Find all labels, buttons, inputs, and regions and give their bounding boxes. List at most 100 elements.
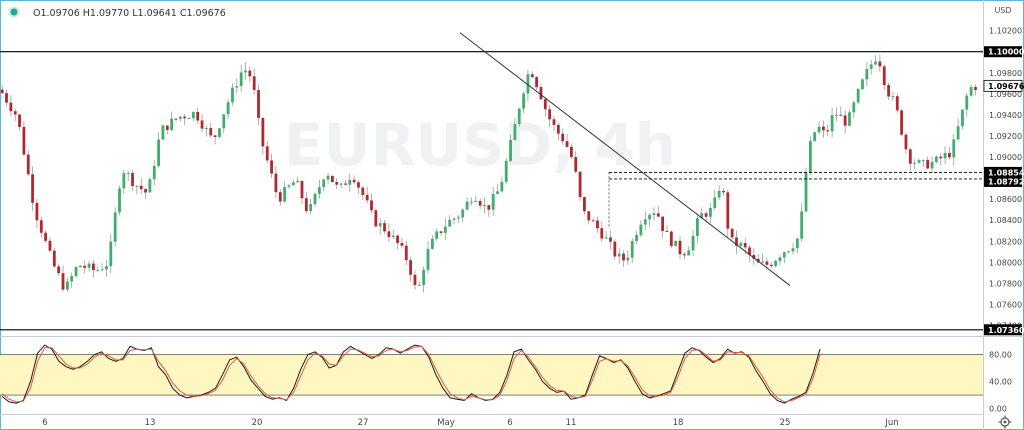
candle-down xyxy=(556,124,560,134)
candle-down xyxy=(31,174,34,203)
candle-up xyxy=(517,108,521,125)
candle-up xyxy=(969,87,973,96)
candle-up xyxy=(695,218,699,236)
candle-down xyxy=(22,126,26,155)
candle-up xyxy=(87,263,91,268)
candle-down xyxy=(261,117,265,147)
candle-down xyxy=(61,273,65,290)
candle-up xyxy=(848,112,851,126)
candle-up xyxy=(504,160,508,182)
candle-up xyxy=(122,173,126,189)
candle-down xyxy=(904,134,908,150)
candle-down xyxy=(722,191,725,193)
candle-up xyxy=(430,238,434,249)
price-levels-layer xyxy=(0,32,983,331)
candle-up xyxy=(700,213,704,219)
candle-down xyxy=(344,183,347,185)
candle-down xyxy=(213,135,217,137)
candle-up xyxy=(643,219,647,225)
candle-up xyxy=(78,265,82,268)
candle-up xyxy=(170,118,174,130)
candle-down xyxy=(826,130,830,132)
candle-up xyxy=(500,181,504,192)
price-tick-label: 1.08200 xyxy=(989,237,1022,246)
candle-up xyxy=(921,159,925,161)
price-tag xyxy=(984,175,1022,187)
candle-up xyxy=(283,186,287,202)
candle-up xyxy=(218,128,221,137)
candle-down xyxy=(939,156,943,159)
candle-up xyxy=(782,252,786,258)
trendline[interactable] xyxy=(459,32,791,286)
candle-up xyxy=(513,124,517,141)
candle-down xyxy=(895,96,899,111)
candle-up xyxy=(178,116,182,119)
candle-down xyxy=(908,149,912,164)
candle-down xyxy=(843,115,847,126)
candle-down xyxy=(535,77,539,88)
candle-up xyxy=(152,165,156,180)
candle-down xyxy=(278,192,282,202)
candle-down xyxy=(882,66,886,86)
price-tag xyxy=(984,46,1022,58)
price-tick-label: 1.08400 xyxy=(989,216,1022,225)
candle-down xyxy=(822,126,825,131)
price-axis: 1.10200 1.09800 1.09600 1.09400 1.09200 1.090… xyxy=(983,27,1024,414)
candle-down xyxy=(165,125,169,130)
candle-up xyxy=(309,204,313,212)
candle-down xyxy=(387,231,391,237)
price-tick-label: 1.07800 xyxy=(989,279,1022,288)
candle-down xyxy=(57,266,61,274)
candle-down xyxy=(669,231,673,246)
candle-up xyxy=(187,118,191,120)
price-tick-label: 1.08000 xyxy=(989,258,1022,267)
time-tick-label: 18 xyxy=(673,418,684,428)
candle-down xyxy=(252,76,256,91)
candle-up xyxy=(961,109,964,127)
candle-down xyxy=(361,187,365,195)
candle-up xyxy=(813,132,817,141)
candle-up xyxy=(509,140,512,161)
candle-up xyxy=(465,201,469,210)
candle-down xyxy=(543,99,547,110)
candle-down xyxy=(265,146,269,161)
settings-gear-icon[interactable] xyxy=(998,415,1012,429)
candle-up xyxy=(835,114,838,116)
candle-down xyxy=(209,128,213,136)
candle-up xyxy=(674,240,678,246)
candle-up xyxy=(391,235,395,237)
candle-down xyxy=(374,210,378,227)
candle-up xyxy=(244,70,247,73)
candle-up xyxy=(717,191,721,198)
candle-down xyxy=(487,205,491,210)
candle-up xyxy=(869,64,873,69)
candle-up xyxy=(452,218,456,220)
candle-up xyxy=(483,205,486,207)
candle-down xyxy=(769,264,773,267)
candle-down xyxy=(0,89,4,94)
candle-down xyxy=(35,202,39,221)
candle-down xyxy=(404,245,408,261)
candle-up xyxy=(943,152,947,159)
candle-down xyxy=(400,243,404,246)
price-tick-label: 1.07600 xyxy=(989,301,1022,310)
candle-down xyxy=(396,235,399,244)
candle-down xyxy=(743,242,747,248)
candle-up xyxy=(604,237,608,239)
candle-down xyxy=(352,179,356,183)
candle-down xyxy=(656,213,660,217)
price-tag-label: 1.10000 xyxy=(988,48,1024,57)
candle-up xyxy=(830,115,834,132)
symbol-status-icon[interactable] xyxy=(8,6,20,18)
candle-up xyxy=(817,126,821,133)
candle-down xyxy=(13,111,17,115)
candle-down xyxy=(270,160,273,174)
candle-down xyxy=(948,152,951,158)
time-axis: 6 13 20 27 May 6 11 18 25 Jun xyxy=(42,418,898,428)
candle-down xyxy=(574,157,578,172)
candle-down xyxy=(569,146,573,158)
price-tag-label: 1.09676 xyxy=(988,82,1024,91)
candle-up xyxy=(231,87,234,103)
candle-down xyxy=(39,220,43,233)
